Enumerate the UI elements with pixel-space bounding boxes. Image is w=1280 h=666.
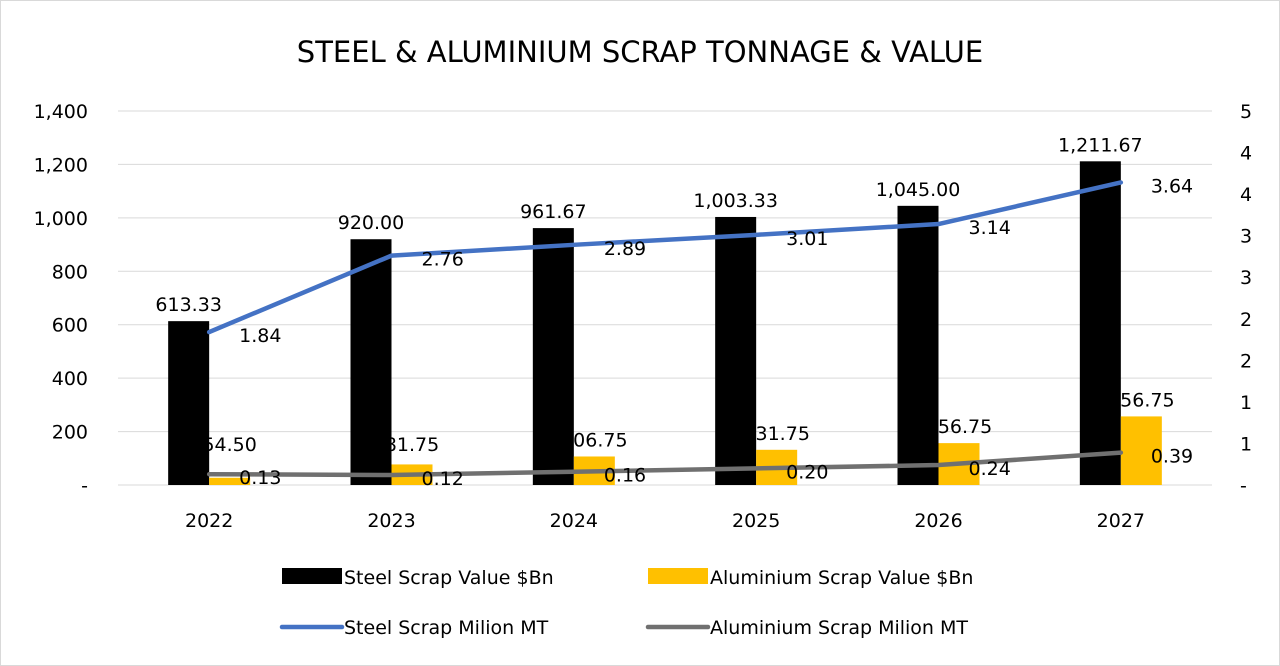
x-tick-label: 2022	[185, 510, 233, 532]
bar-value-label: 81.75	[385, 434, 439, 456]
right-tick-label: 4	[1240, 184, 1252, 206]
line-value-label: 2.76	[422, 249, 464, 271]
bar-value-label: 106.75	[561, 429, 627, 451]
bar-2024-0	[532, 228, 574, 485]
bar-2027-1	[1120, 416, 1162, 485]
bar-value-label: 156.75	[926, 416, 992, 438]
bar-value-label: 1,211.67	[1058, 134, 1143, 156]
chart-title: STEEL & ALUMINIUM SCRAP TONNAGE & VALUE	[297, 35, 983, 69]
right-tick-label: 2	[1240, 350, 1252, 372]
line-series-0	[206, 180, 1124, 335]
lines	[206, 180, 1124, 478]
right-tick-label: 4	[1240, 143, 1252, 165]
left-tick-label: 1,000	[34, 208, 88, 230]
bar-value-label: 961.67	[520, 201, 586, 223]
left-axis-ticks: - 200 400 600 800 1,000 1,200 1,400	[34, 101, 88, 497]
line-value-label: 0.16	[604, 465, 646, 487]
bar-2026-0	[897, 205, 939, 486]
legend-label: Steel Scrap Milion MT	[344, 617, 549, 639]
x-axis-ticks: 2022 2023 2024 2025 2026 2027	[185, 510, 1145, 532]
line-value-label: 0.12	[422, 468, 464, 490]
bar-2027-0	[1079, 161, 1121, 485]
left-tick-label: 600	[52, 315, 88, 337]
left-tick-label: 200	[52, 422, 88, 444]
x-tick-label: 2023	[367, 510, 415, 532]
bar-2023-0	[350, 239, 392, 485]
right-axis-ticks: - 1 1 2 2 3 3 4 4 5	[1240, 101, 1252, 497]
bar-2022-1	[209, 477, 251, 485]
bars	[168, 161, 1162, 486]
left-tick-label: 1,400	[34, 101, 88, 123]
right-tick-label: 5	[1240, 101, 1252, 123]
left-tick-label: 1,200	[34, 154, 88, 176]
line-value-label: 2.89	[604, 238, 646, 260]
line-value-label: 0.20	[786, 461, 828, 483]
x-tick-label: 2024	[550, 510, 598, 532]
left-tick-label: 400	[52, 368, 88, 390]
x-tick-label: 2026	[914, 510, 962, 532]
legend: Steel Scrap Value $Bn Aluminium Scrap Val…	[279, 567, 973, 639]
bar-value-label: 256.75	[1108, 389, 1174, 411]
line-value-label: 3.64	[1151, 175, 1193, 197]
left-tick-label: -	[81, 475, 88, 497]
bar-value-label: 1,003.33	[693, 190, 778, 212]
legend-label: Aluminium Scrap Milion MT	[710, 617, 968, 639]
legend-label: Aluminium Scrap Value $Bn	[710, 567, 973, 589]
line-value-label: 0.24	[969, 458, 1011, 480]
gridlines	[118, 110, 1212, 486]
line-value-label: 3.14	[969, 217, 1011, 239]
bar-value-label: 131.75	[743, 423, 809, 445]
line-value-label: 0.13	[239, 467, 281, 489]
bar-value-label: 613.33	[155, 294, 221, 316]
x-tick-label: 2027	[1097, 510, 1145, 532]
bar-value-label: 920.00	[338, 212, 404, 234]
right-tick-label: 2	[1240, 309, 1252, 331]
bar-2025-0	[715, 216, 757, 485]
line-value-label: 3.01	[786, 228, 828, 250]
right-tick-label: 3	[1240, 267, 1252, 289]
bar-2022-0	[168, 321, 210, 485]
right-tick-label: 3	[1240, 226, 1252, 248]
bar-value-label: 54.50	[202, 434, 256, 456]
legend-label: Steel Scrap Value $Bn	[344, 567, 554, 589]
x-tick-label: 2025	[732, 510, 780, 532]
right-tick-label: 1	[1240, 433, 1252, 455]
legend-swatch	[648, 568, 708, 584]
line-value-label: 1.84	[239, 325, 281, 347]
line-series-1	[206, 450, 1124, 478]
right-tick-label: -	[1240, 475, 1247, 497]
bar-value-label: 1,045.00	[876, 179, 961, 201]
line-value-label: 0.39	[1151, 446, 1193, 468]
right-tick-label: 1	[1240, 392, 1252, 414]
data-labels: 613.33 920.00 961.67 1,003.33 1,045.00 1,211.…	[155, 134, 1193, 490]
left-tick-label: 800	[52, 261, 88, 283]
legend-swatch	[282, 568, 342, 584]
